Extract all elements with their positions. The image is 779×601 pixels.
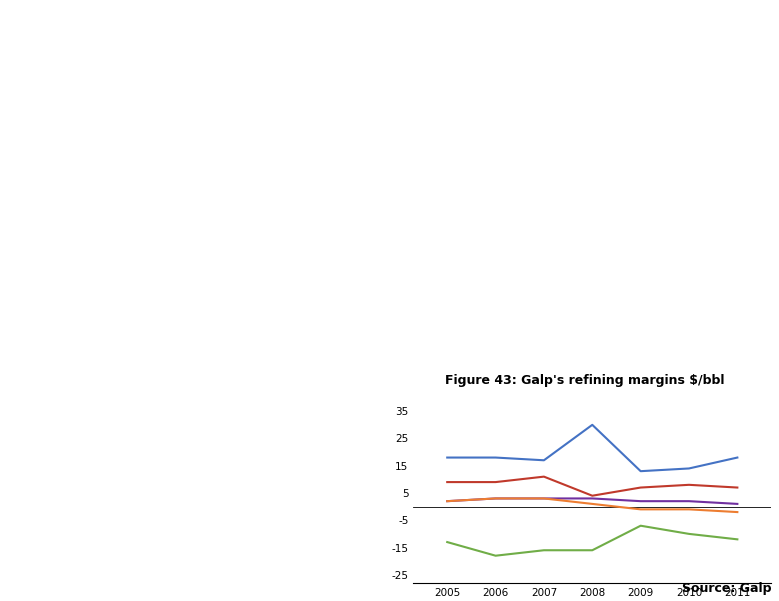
- Line: Gasoline crack: Gasoline crack: [447, 477, 738, 496]
- Gasoline crack: [636, 484, 645, 491]
- Rotterdam cracking margin: [684, 498, 693, 505]
- Text: Source: Galp: Source: Galp: [682, 582, 771, 595]
- Line: Diesel crack: Diesel crack: [447, 425, 738, 471]
- Diesel crack: [636, 468, 645, 475]
- Fuel oil crack: [636, 522, 645, 529]
- Diesel crack: [587, 421, 597, 429]
- Diesel crack: [491, 454, 500, 461]
- Line: Rotterdam hydroskimming margin: Rotterdam hydroskimming margin: [447, 498, 738, 512]
- Fuel oil crack: [491, 552, 500, 560]
- Fuel oil crack: [587, 547, 597, 554]
- Rotterdam cracking margin: [539, 495, 548, 502]
- Rotterdam cracking margin: [491, 495, 500, 502]
- Rotterdam hydroskimming margin: [491, 495, 500, 502]
- Diesel crack: [539, 457, 548, 464]
- Gasoline crack: [684, 481, 693, 489]
- Rotterdam cracking margin: [733, 500, 742, 507]
- Gasoline crack: [733, 484, 742, 491]
- Diesel crack: [684, 465, 693, 472]
- Gasoline crack: [491, 478, 500, 486]
- Diesel crack: [733, 454, 742, 461]
- Rotterdam cracking margin: [442, 498, 452, 505]
- Rotterdam hydroskimming margin: [587, 500, 597, 507]
- Line: Rotterdam cracking margin: Rotterdam cracking margin: [447, 498, 738, 504]
- Rotterdam cracking margin: [587, 495, 597, 502]
- Diesel crack: [442, 454, 452, 461]
- Gasoline crack: [539, 473, 548, 480]
- Rotterdam cracking margin: [636, 498, 645, 505]
- Line: Fuel oil crack: Fuel oil crack: [447, 526, 738, 556]
- Rotterdam hydroskimming margin: [442, 498, 452, 505]
- Rotterdam hydroskimming margin: [733, 508, 742, 516]
- Fuel oil crack: [684, 530, 693, 537]
- Fuel oil crack: [733, 535, 742, 543]
- Gasoline crack: [442, 478, 452, 486]
- Gasoline crack: [587, 492, 597, 499]
- Fuel oil crack: [539, 547, 548, 554]
- Text: Figure 43: Galp's refining margins $/bbl: Figure 43: Galp's refining margins $/bbl: [445, 374, 724, 387]
- Rotterdam hydroskimming margin: [684, 506, 693, 513]
- Fuel oil crack: [442, 538, 452, 546]
- Rotterdam hydroskimming margin: [539, 495, 548, 502]
- Rotterdam hydroskimming margin: [636, 506, 645, 513]
